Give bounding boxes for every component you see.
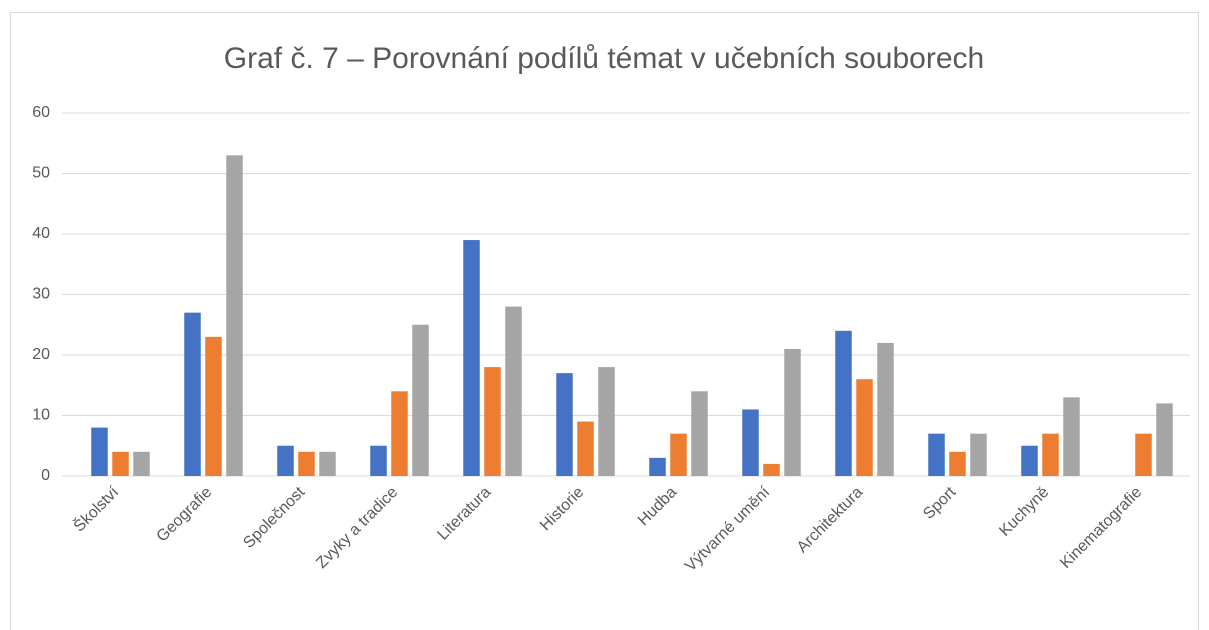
bar (856, 379, 873, 476)
bar (970, 433, 987, 476)
x-tick-label: Školství (69, 482, 122, 535)
y-tick-label: 10 (32, 407, 50, 424)
bar (370, 445, 387, 476)
bar (319, 451, 336, 476)
x-tick-label: Kuchyně (996, 484, 1052, 540)
bar (763, 463, 780, 476)
x-tick-label: Architektura (794, 484, 866, 556)
bar (277, 445, 294, 476)
bar (835, 330, 852, 476)
bar (505, 306, 522, 476)
bar (742, 409, 759, 476)
y-tick-label: 30 (32, 286, 50, 303)
bar (205, 336, 222, 476)
bar (226, 155, 243, 476)
x-tick-label: Literatura (434, 484, 494, 544)
bar (91, 427, 108, 476)
chart-title: Graf č. 7 – Porovnání podílů témat v uče… (224, 42, 984, 75)
bar (298, 451, 315, 476)
bar (784, 348, 801, 476)
x-tick-label: Geografie (154, 484, 216, 546)
bar (184, 312, 201, 476)
y-tick-label: 40 (32, 225, 50, 242)
bar (1021, 445, 1038, 476)
x-tick-label: Společnost (240, 483, 308, 551)
bar (391, 391, 408, 476)
bar (1063, 397, 1080, 476)
bar (877, 342, 894, 476)
bar (112, 451, 129, 476)
bar (463, 240, 480, 476)
x-tick-label: Hudba (635, 484, 680, 529)
x-tick-label: Zvyky a tradice (313, 484, 401, 572)
bar (484, 367, 501, 476)
y-tick-label: 60 (32, 104, 50, 121)
y-tick-label: 50 (32, 165, 50, 182)
bar (1135, 433, 1152, 476)
bar (670, 433, 687, 476)
bar (412, 324, 429, 476)
x-tick-label: Výtvarné umění (682, 483, 774, 575)
bar (133, 451, 150, 476)
y-tick-label: 0 (41, 467, 50, 484)
y-tick-label: 20 (32, 346, 50, 363)
x-tick-label: Historie (537, 484, 587, 534)
bar (949, 451, 966, 476)
bar (928, 433, 945, 476)
bar (1042, 433, 1059, 476)
bar (556, 373, 573, 476)
x-tick-label: Kinematografie (1057, 484, 1145, 572)
bar (598, 367, 615, 476)
bar (577, 421, 594, 476)
x-tick-label: Sport (920, 483, 959, 522)
bar (649, 457, 666, 476)
bar (691, 391, 708, 476)
chart-border (10, 12, 1199, 630)
bar (1156, 403, 1173, 476)
